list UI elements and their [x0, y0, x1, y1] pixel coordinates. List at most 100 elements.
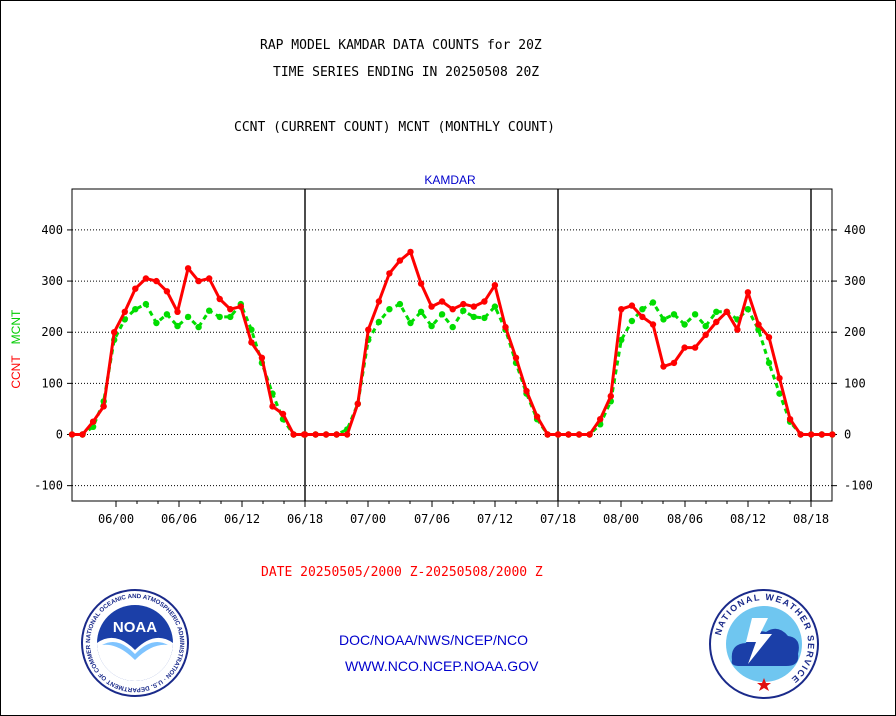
noaa-logo-icon: NOAA NATIONAL OCEANIC AND ATMOSPHERIC AD…: [80, 588, 189, 697]
data-point-mcnt: [417, 308, 425, 315]
chart-title-line2: TIME SERIES ENDING IN 20250508 20Z: [273, 65, 540, 80]
series-line-ccnt: [305, 250, 559, 436]
data-point-ccnt: [121, 308, 128, 315]
data-point-mcnt: [470, 313, 477, 321]
data-point-ccnt: [258, 354, 266, 361]
data-point-ccnt: [132, 285, 139, 292]
data-point-ccnt: [438, 298, 446, 305]
data-point-ccnt: [290, 431, 297, 438]
y-tick-label-left: 400: [41, 223, 63, 237]
data-point-mcnt: [142, 300, 150, 308]
x-tick-label: 06/00: [98, 512, 134, 526]
data-point-ccnt: [755, 321, 762, 328]
data-point-mcnt: [132, 306, 139, 313]
data-point-mcnt: [691, 311, 699, 318]
data-point-ccnt: [68, 431, 76, 438]
data-point-mcnt: [396, 300, 404, 308]
data-point-ccnt: [248, 339, 255, 346]
data-point-mcnt: [386, 306, 393, 313]
data-point-ccnt: [312, 431, 319, 438]
data-point-ccnt: [428, 303, 435, 310]
data-point-ccnt: [206, 275, 213, 282]
data-point-ccnt: [618, 306, 625, 313]
data-point-ccnt: [544, 431, 551, 438]
y-tick-label-left: 0: [56, 428, 63, 442]
data-point-ccnt: [195, 277, 202, 285]
data-point-ccnt: [396, 257, 404, 264]
data-point-mcnt: [660, 316, 667, 323]
data-point-ccnt: [79, 431, 86, 438]
y-tick-label-right: -100: [844, 479, 873, 493]
chart-subtitle: CCNT (CURRENT COUNT) MCNT (MONTHLY COUNT…: [234, 120, 555, 135]
y-tick-label-left: 200: [41, 325, 63, 339]
data-point-mcnt: [460, 307, 467, 314]
data-point-ccnt: [808, 431, 815, 438]
data-point-ccnt: [142, 275, 150, 282]
y-tick-label-right: 100: [844, 376, 866, 390]
nws-logo-icon: NATIONAL WEATHER SERVICE: [709, 589, 819, 699]
series-line-mcnt: [558, 301, 833, 436]
data-point-ccnt: [670, 359, 678, 367]
data-point-ccnt: [723, 308, 730, 315]
data-point-ccnt: [797, 431, 804, 438]
data-point-ccnt: [449, 306, 456, 313]
data-point-mcnt: [481, 314, 488, 322]
data-point-mcnt: [681, 321, 688, 328]
data-point-ccnt: [100, 403, 107, 410]
data-point-mcnt: [491, 303, 499, 310]
data-point-mcnt: [184, 313, 192, 321]
data-point-ccnt: [575, 431, 583, 438]
data-point-ccnt: [681, 344, 688, 351]
data-point-ccnt: [153, 277, 160, 285]
date-range-label: DATE 20250505/2000 Z-20250508/2000 Z: [261, 565, 543, 580]
data-point-ccnt: [660, 363, 667, 370]
data-point-mcnt: [216, 313, 223, 321]
data-point-mcnt: [153, 319, 160, 327]
data-point-mcnt: [206, 307, 213, 314]
data-point-mcnt: [744, 306, 752, 313]
x-tick-label: 07/00: [350, 512, 386, 526]
panel-title: KAMDAR: [424, 173, 476, 187]
data-point-ccnt: [713, 318, 720, 326]
noaa-logo-text: NOAA: [113, 619, 157, 636]
data-point-mcnt: [713, 308, 720, 315]
data-point-ccnt: [365, 326, 372, 333]
y-tick-label-left: 300: [41, 274, 63, 288]
y-axis-label-ccnt: CCNT: [9, 355, 23, 389]
data-point-ccnt: [89, 418, 97, 425]
data-point-ccnt: [269, 403, 276, 410]
data-point-ccnt: [344, 431, 351, 438]
data-point-ccnt: [354, 400, 361, 407]
plot-frame: [71, 188, 833, 502]
data-point-mcnt: [163, 311, 171, 318]
data-point-mcnt: [776, 390, 783, 397]
data-point-ccnt: [279, 410, 287, 418]
data-point-ccnt: [460, 300, 467, 308]
data-point-ccnt: [237, 303, 244, 310]
data-point-ccnt: [386, 270, 393, 277]
data-point-mcnt: [248, 326, 255, 333]
data-point-ccnt: [523, 387, 530, 395]
data-point-mcnt: [195, 323, 202, 331]
data-point-ccnt: [628, 302, 636, 309]
axis-layer: -100 -100 0 0 100 100 200 200 300 300 400 400 06/00 0…: [34, 188, 873, 526]
series-layer: [68, 248, 836, 438]
x-tick-label: 08/18: [793, 512, 829, 526]
x-tick-label: 07/12: [477, 512, 513, 526]
data-point-ccnt: [744, 289, 752, 296]
website-link[interactable]: WWW.NCO.NCEP.NOAA.GOV: [345, 658, 539, 674]
x-tick-label: 08/00: [603, 512, 639, 526]
series-line-mcnt: [72, 302, 305, 436]
data-point-ccnt: [818, 431, 825, 438]
data-point-mcnt: [649, 299, 657, 306]
org-path-text: DOC/NOAA/NWS/NCEP/NCO: [339, 632, 529, 648]
data-point-ccnt: [184, 265, 192, 272]
x-tick-label: 08/06: [667, 512, 703, 526]
data-point-mcnt: [618, 336, 625, 344]
data-point-mcnt: [428, 322, 435, 330]
data-point-ccnt: [216, 295, 223, 303]
data-point-mcnt: [702, 322, 709, 330]
y-tick-label-right: 0: [844, 428, 851, 442]
data-point-mcnt: [628, 317, 636, 325]
